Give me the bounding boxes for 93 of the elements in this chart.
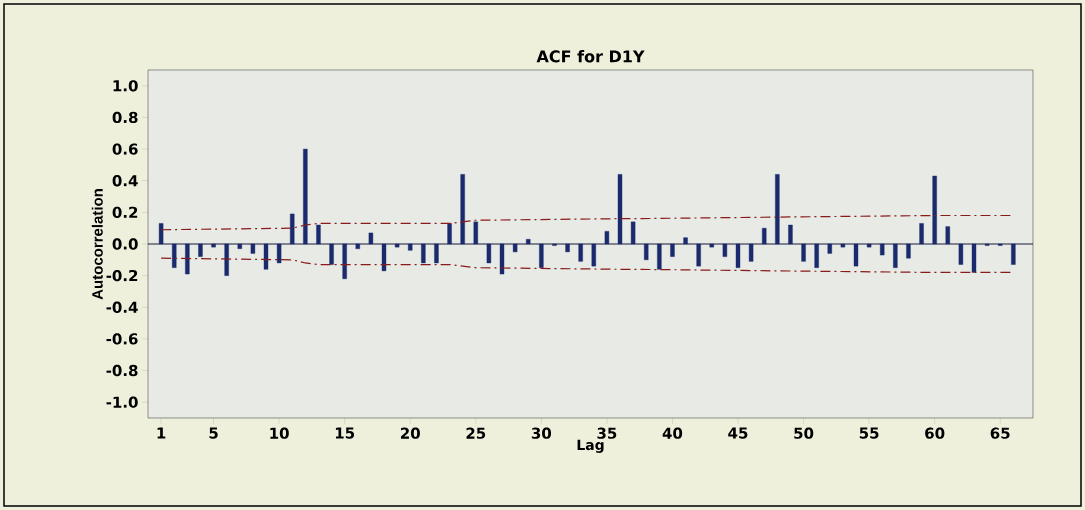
bar <box>591 243 596 267</box>
y-tick-label: -1.0 <box>106 396 138 408</box>
bar <box>565 243 570 253</box>
y-tick-label: 1.0 <box>113 80 138 92</box>
x-tick-label: 5 <box>209 427 218 439</box>
x-tick-label: 65 <box>990 427 1010 439</box>
x-tick-label: 45 <box>728 427 748 439</box>
bar <box>827 243 832 254</box>
y-tick-label: -0.8 <box>106 364 138 377</box>
bar <box>329 243 334 265</box>
line-series <box>160 257 1014 274</box>
y-tick-label: -0.4 <box>106 301 138 313</box>
x-tick-label: 60 <box>925 427 945 439</box>
x-tick-label: 20 <box>400 427 420 439</box>
chart-title: ACF for D1Y <box>536 50 645 63</box>
bar <box>237 243 242 249</box>
bar <box>670 243 675 257</box>
bar <box>1011 243 1016 265</box>
bar <box>578 243 583 262</box>
bar <box>853 243 859 267</box>
bar <box>447 223 452 245</box>
bar <box>932 175 937 245</box>
x-tick-label: 25 <box>466 427 486 439</box>
bar <box>486 243 492 264</box>
y-tick-label: 0.6 <box>112 143 138 155</box>
bar <box>788 224 793 245</box>
x-tick-label: 40 <box>662 427 683 439</box>
bar <box>539 243 544 268</box>
y-tick-label: 0.4 <box>112 175 138 187</box>
y-tick-label: -0.6 <box>106 333 138 345</box>
x-tick-label: 30 <box>531 427 552 439</box>
bar <box>683 237 688 245</box>
bar <box>945 226 950 245</box>
bar <box>342 243 347 279</box>
bar <box>735 243 741 268</box>
x-tick-label: 35 <box>597 427 617 439</box>
bar <box>499 243 505 275</box>
line-series <box>160 214 1014 231</box>
bar <box>644 243 649 260</box>
y-tick-label: 0.8 <box>112 111 138 124</box>
bar <box>512 243 518 253</box>
bar <box>434 243 439 264</box>
bar <box>172 243 177 268</box>
bar <box>421 243 426 264</box>
bar <box>368 232 374 245</box>
bar <box>381 243 387 272</box>
bar <box>198 243 203 257</box>
bar <box>762 227 767 245</box>
bar <box>722 243 728 257</box>
bar <box>394 243 400 248</box>
bar <box>355 243 360 249</box>
y-tick-label: -0.2 <box>106 269 138 282</box>
y-tick-label: 0.0 <box>112 238 138 250</box>
x-axis-title: Lag <box>577 439 604 453</box>
x-tick-label: 10 <box>270 427 289 439</box>
bar <box>408 243 413 251</box>
x-tick-label: 50 <box>794 427 814 439</box>
y-tick-label: 0.2 <box>112 206 138 219</box>
bar <box>814 243 819 268</box>
bar <box>316 224 321 245</box>
bar <box>604 231 610 245</box>
bar <box>211 243 216 248</box>
bar <box>919 223 924 245</box>
bar <box>276 243 282 264</box>
bar <box>263 243 269 270</box>
bar <box>290 213 295 245</box>
bar <box>696 243 701 267</box>
bar <box>866 243 872 248</box>
bar <box>617 174 623 245</box>
bar <box>801 243 806 262</box>
x-tick-label: 15 <box>335 427 355 439</box>
bar <box>906 243 911 259</box>
bar <box>775 174 780 245</box>
bar <box>630 221 636 245</box>
bar <box>303 148 308 245</box>
bar <box>657 243 662 270</box>
x-tick-label: 1 <box>157 427 166 439</box>
bar <box>840 243 846 248</box>
bar <box>709 243 714 248</box>
bar <box>158 223 164 245</box>
bar <box>460 174 465 245</box>
bar <box>250 243 256 254</box>
bar <box>748 243 754 262</box>
bar <box>473 221 478 245</box>
bar <box>526 239 531 245</box>
bar <box>185 243 190 275</box>
bar <box>224 243 229 276</box>
y-axis-title: Autocorrelation <box>91 189 103 300</box>
bar <box>971 243 977 273</box>
bar <box>893 243 898 268</box>
bar <box>880 243 885 256</box>
bar <box>958 243 964 265</box>
x-tick-label: 55 <box>859 427 879 439</box>
